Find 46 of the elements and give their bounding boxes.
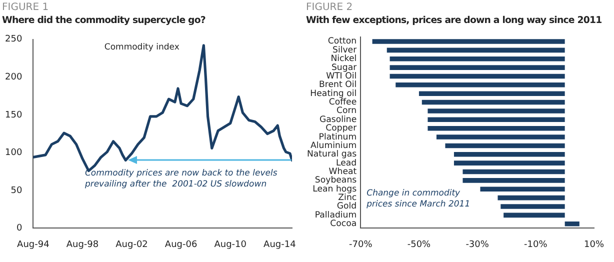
y-tick-label: Platinum	[318, 132, 357, 142]
y-tick-label: Lead	[336, 158, 357, 168]
y-tick-label: Gold	[336, 202, 357, 212]
y-tick-label: Sugar	[331, 62, 358, 73]
y-tick-label: 0	[16, 224, 22, 234]
x-tick-label: Aug-14	[264, 240, 296, 250]
annotation: Commodity index	[104, 42, 180, 52]
y-tick-label: Coffee	[328, 98, 357, 108]
y-tick-label: Lean hogs	[312, 184, 358, 194]
y-tick-label: Corn	[336, 106, 357, 116]
y-tick-label: 50	[10, 186, 22, 196]
x-tick-label: Aug-98	[66, 240, 99, 250]
y-tick-label: Heating oil	[310, 88, 357, 99]
y-tick-label: Palladium	[314, 210, 357, 220]
chart-subtitle: FIGURE 1	[2, 2, 50, 15]
y-tick-label: Brent Oil	[319, 80, 357, 90]
y-tick-label: Silver	[332, 45, 358, 56]
x-tick-label: -10%	[524, 240, 548, 250]
y-tick-label: 250	[4, 34, 22, 45]
x-tick-label: Aug-10	[214, 240, 247, 250]
annotation: Commodity prices are now back to the levels prevailing after the 2001-02 US slowdown	[84, 168, 278, 190]
y-tick-label: Soybeans	[314, 176, 358, 186]
y-tick-label: Nickel	[330, 54, 357, 64]
annotation: Change in commodity prices since March 2011	[366, 188, 470, 210]
x-tick-label: Aug-06	[164, 240, 198, 250]
y-tick-label: Zinc	[338, 193, 357, 204]
x-tick-label: Aug-02	[116, 240, 148, 250]
y-tick-label: 100	[4, 148, 22, 158]
y-tick-label: Cotton	[328, 36, 357, 47]
x-tick-label: -30%	[466, 240, 490, 250]
y-tick-label: Natural gas	[306, 150, 358, 160]
y-tick-label: Copper	[326, 124, 358, 134]
x-tick-label: 10%	[584, 240, 604, 250]
y-tick-label: Aluminium	[310, 140, 357, 151]
y-tick-label: Gasoline	[319, 114, 357, 125]
y-tick-label: 200	[4, 72, 22, 83]
x-tick-label: Aug-94	[17, 240, 50, 250]
x-tick-label: -70%	[348, 240, 373, 250]
x-tick-label: -50%	[407, 240, 432, 250]
y-tick-label: Wheat	[328, 166, 358, 177]
chart-title: Where did the commodity supercycle go?	[2, 15, 206, 28]
chart-subtitle: FIGURE 2	[306, 2, 354, 15]
y-tick-label: Cocoa	[330, 219, 357, 230]
y-tick-label: WTI Oil	[326, 71, 357, 82]
y-tick-label: 150	[4, 110, 22, 120]
chart-title: With few exceptions, prices are down a long way since 2011	[306, 15, 603, 28]
